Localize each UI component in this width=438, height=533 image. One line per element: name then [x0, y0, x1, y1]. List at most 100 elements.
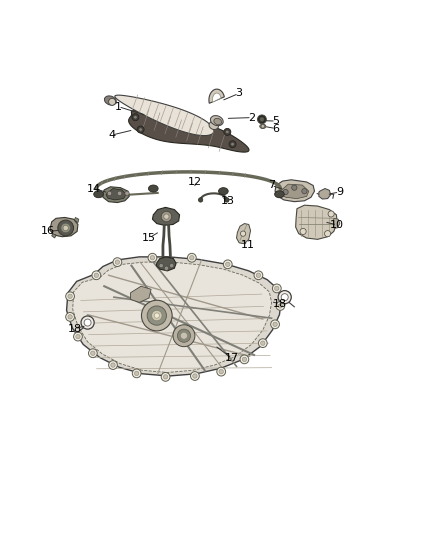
Circle shape [193, 374, 197, 378]
Circle shape [302, 189, 307, 194]
Circle shape [328, 211, 334, 217]
Circle shape [107, 191, 112, 196]
Circle shape [161, 211, 172, 222]
Text: 2: 2 [248, 112, 255, 123]
Circle shape [281, 294, 288, 301]
Circle shape [132, 369, 141, 378]
Circle shape [58, 220, 74, 236]
Circle shape [229, 141, 236, 148]
Circle shape [84, 319, 91, 326]
Text: 9: 9 [336, 187, 343, 197]
Polygon shape [67, 257, 281, 376]
Circle shape [225, 198, 229, 202]
Circle shape [191, 372, 199, 381]
Circle shape [154, 313, 159, 318]
Text: 16: 16 [41, 227, 55, 237]
Circle shape [164, 266, 169, 270]
Circle shape [325, 231, 331, 237]
Circle shape [125, 191, 129, 196]
Polygon shape [73, 262, 272, 373]
Polygon shape [212, 93, 221, 102]
Circle shape [66, 312, 74, 321]
Polygon shape [296, 205, 337, 239]
Circle shape [271, 320, 279, 329]
Ellipse shape [275, 191, 284, 198]
Circle shape [68, 294, 72, 298]
Circle shape [134, 116, 137, 119]
Circle shape [148, 253, 157, 262]
Circle shape [113, 258, 122, 266]
Circle shape [217, 367, 226, 376]
Circle shape [226, 262, 230, 266]
Circle shape [94, 273, 99, 278]
Text: 15: 15 [142, 233, 156, 243]
Text: 11: 11 [240, 240, 254, 251]
Polygon shape [129, 110, 249, 152]
Circle shape [278, 304, 283, 308]
Circle shape [68, 314, 72, 319]
Text: 13: 13 [221, 196, 235, 206]
Text: 18: 18 [272, 298, 286, 309]
Polygon shape [74, 217, 79, 223]
Ellipse shape [210, 116, 223, 126]
Polygon shape [334, 219, 340, 228]
Ellipse shape [260, 124, 266, 128]
Circle shape [187, 253, 196, 262]
Circle shape [63, 225, 68, 231]
Circle shape [111, 363, 115, 367]
Circle shape [163, 375, 168, 379]
Text: 6: 6 [272, 124, 279, 134]
Text: 12: 12 [188, 177, 202, 187]
Circle shape [74, 332, 82, 341]
Circle shape [223, 260, 232, 269]
Polygon shape [275, 180, 314, 201]
Circle shape [278, 290, 291, 304]
Ellipse shape [94, 191, 103, 198]
Circle shape [117, 191, 122, 196]
Text: 10: 10 [330, 220, 344, 230]
Circle shape [81, 316, 94, 329]
Circle shape [109, 361, 117, 369]
Circle shape [254, 271, 263, 280]
Polygon shape [152, 207, 180, 225]
Circle shape [152, 310, 162, 321]
Text: 17: 17 [225, 353, 239, 364]
Polygon shape [115, 95, 214, 135]
Circle shape [92, 271, 101, 280]
Circle shape [137, 126, 144, 133]
Polygon shape [106, 189, 126, 200]
Polygon shape [156, 257, 176, 271]
Circle shape [242, 357, 247, 361]
Circle shape [231, 142, 234, 146]
Polygon shape [131, 286, 151, 302]
Circle shape [177, 329, 191, 342]
Text: 18: 18 [67, 324, 81, 334]
Polygon shape [279, 184, 309, 199]
Circle shape [170, 263, 174, 268]
Ellipse shape [219, 188, 228, 195]
Circle shape [258, 339, 267, 348]
Circle shape [190, 255, 194, 260]
Circle shape [91, 351, 95, 356]
Circle shape [109, 98, 116, 106]
Circle shape [261, 341, 265, 345]
Circle shape [272, 284, 281, 293]
Circle shape [198, 198, 203, 202]
Circle shape [300, 229, 306, 235]
Ellipse shape [104, 96, 117, 105]
Ellipse shape [148, 185, 158, 192]
Circle shape [134, 371, 139, 376]
Circle shape [150, 255, 155, 260]
Circle shape [76, 334, 80, 339]
Circle shape [164, 214, 169, 219]
Polygon shape [319, 189, 331, 199]
Polygon shape [52, 233, 56, 238]
Circle shape [66, 292, 74, 301]
Polygon shape [237, 223, 251, 244]
Circle shape [115, 260, 120, 264]
Text: 4: 4 [108, 130, 115, 140]
Text: 14: 14 [87, 183, 101, 193]
Circle shape [240, 355, 249, 364]
Text: 7: 7 [268, 181, 275, 190]
Circle shape [273, 322, 277, 327]
